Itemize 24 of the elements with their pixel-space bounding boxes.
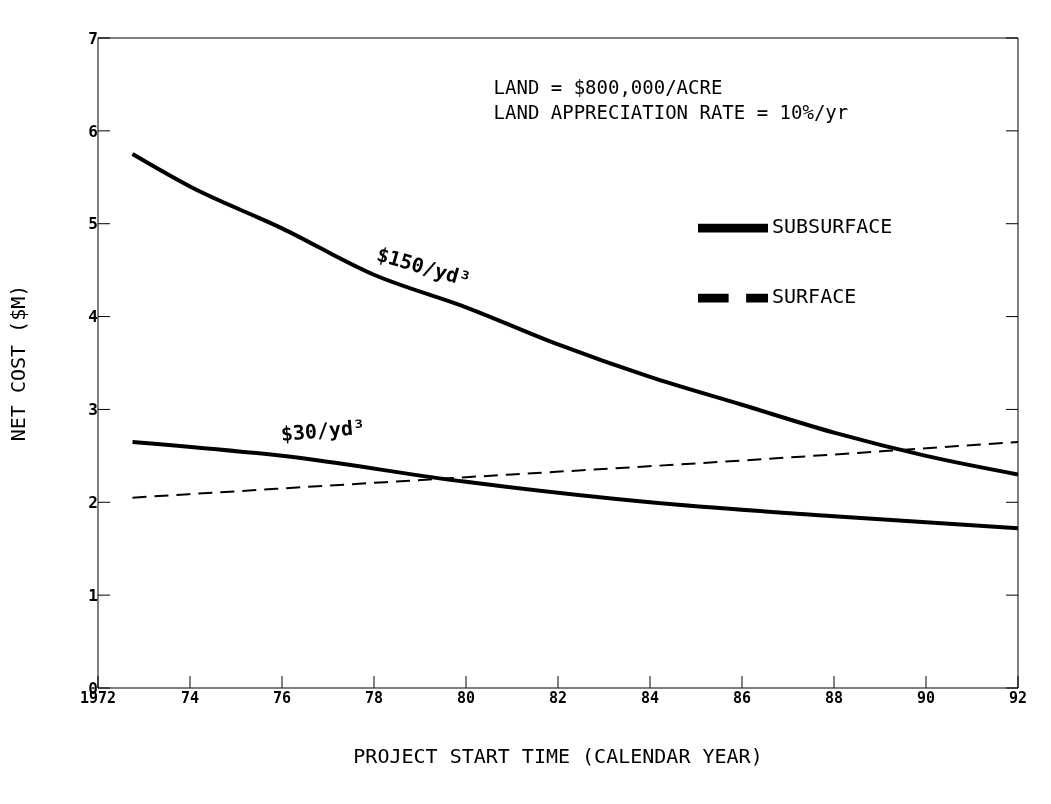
x-tick-label: 80 <box>456 688 476 707</box>
x-tick-label: 86 <box>732 688 752 707</box>
x-tick-label: 88 <box>824 688 844 707</box>
y-tick-label: 1 <box>88 585 98 605</box>
x-tick-label: 78 <box>364 688 384 707</box>
y-tick-label: 4 <box>88 307 98 327</box>
y-tick-label: 7 <box>88 28 98 48</box>
legend-label: SUBSURFACE <box>772 213 893 238</box>
x-tick-label: 84 <box>640 688 660 707</box>
y-tick-label: 3 <box>88 400 98 420</box>
x-tick-label: 90 <box>916 688 936 707</box>
y-axis-title: NET COST ($M) <box>6 284 31 442</box>
annotation: $30/yd³ <box>279 414 366 446</box>
x-tick-label: 74 <box>180 688 200 707</box>
x-tick-label: 92 <box>1008 688 1028 707</box>
y-tick-label: 6 <box>88 121 98 141</box>
legend-label: SURFACE <box>772 283 857 308</box>
annotation: LAND = $800,000/ACRE <box>493 75 724 101</box>
y-tick-label: 2 <box>88 492 98 512</box>
x-tick-label: 82 <box>548 688 568 707</box>
annotation: LAND APPRECIATION RATE = 10%/yr <box>493 100 849 126</box>
y-tick-label: 5 <box>88 214 98 234</box>
x-axis-title: PROJECT START TIME (CALENDAR YEAR) <box>353 744 763 768</box>
x-tick-label: 76 <box>272 688 292 707</box>
